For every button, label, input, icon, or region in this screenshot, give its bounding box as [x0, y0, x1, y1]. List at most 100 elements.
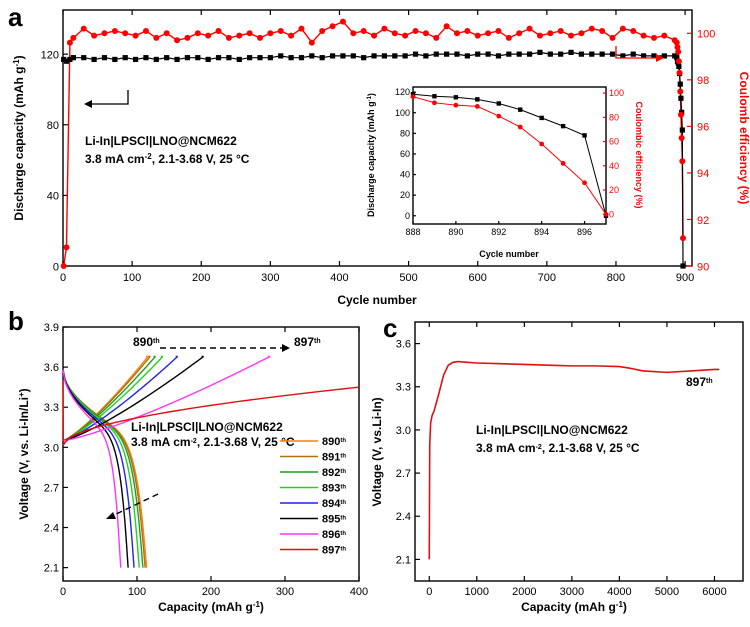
efficiency-point: [236, 32, 243, 39]
inset-efficiency-point: [410, 94, 416, 100]
efficiency-point: [91, 32, 98, 39]
capacity-point: [679, 127, 685, 133]
efficiency-point: [215, 27, 222, 34]
panel-a-y2-tick-label: 98: [697, 75, 709, 87]
efficiency-point: [225, 34, 232, 41]
efficiency-point: [298, 25, 305, 32]
efficiency-point: [675, 48, 682, 55]
panel-a-letter: a: [8, 2, 23, 32]
legend-label-893: 893th: [322, 483, 346, 495]
inset-x-axis: 888 890 892 894 896: [405, 221, 592, 237]
capacity-point: [641, 53, 647, 59]
panel-c-letter: c: [383, 313, 397, 343]
capacity-point: [329, 53, 336, 59]
capacity-point: [495, 53, 502, 59]
panel-b-start-cycle-label: 890th: [133, 335, 160, 349]
inset-efficiency-point: [539, 141, 545, 147]
capacity-point: [205, 56, 211, 63]
capacity-point: [350, 53, 356, 59]
panel-b-x-tick-label: 100: [128, 586, 146, 598]
charge-curve-895: [62, 355, 205, 442]
panel-c-y-tick-label: 3.6: [396, 339, 411, 351]
legend-label-895: 895th: [322, 514, 346, 526]
capacity-point: [122, 55, 128, 61]
inset-capacity-line: [412, 93, 607, 216]
capacity-point: [402, 53, 408, 59]
capacity-point: [677, 81, 683, 87]
capacity-point: [651, 53, 657, 59]
panel-a-y2-tick-label: 92: [697, 215, 709, 227]
panel-a-y2-tick-label: 94: [697, 168, 709, 180]
capacity-point: [236, 56, 242, 63]
panel-a-right-arrow: [615, 46, 664, 62]
efficiency-point: [557, 27, 564, 34]
panel-c-y-tick-label: 3.3: [396, 382, 411, 394]
inset-capacity-point: [496, 101, 501, 106]
efficiency-point: [153, 34, 160, 41]
capacity-point: [340, 53, 346, 59]
inset-efficiency-line: [412, 96, 607, 215]
capacity-point: [112, 56, 118, 63]
inset-x-tick-label: 892: [491, 227, 506, 237]
capacity-point: [485, 51, 491, 57]
efficiency-point: [142, 27, 149, 34]
inset-y2-tick-label: 80: [609, 112, 619, 122]
panel-c-annotation-line2: 3.8 mA cm-2, 2.1-3.68 V, 25 °C: [476, 441, 640, 455]
capacity-point: [609, 51, 616, 57]
panel-c-x-tick-label: 5000: [655, 586, 679, 598]
panel-c-x-axis-label: Capacity (mAh g-1): [521, 600, 627, 615]
inset-capacity-point: [432, 94, 437, 99]
capacity-point: [184, 55, 191, 61]
capacity-point: [464, 53, 470, 59]
efficiency-point: [256, 34, 263, 41]
panel-b-y-tick-label: 2.1: [44, 563, 59, 575]
efficiency-point: [339, 18, 346, 25]
panel-c-plot-area: [414, 321, 744, 582]
efficiency-point: [678, 135, 685, 141]
panel-b-y-tick-label: 3.6: [44, 362, 59, 374]
efficiency-point: [599, 27, 606, 34]
panel-b-x-tick-label: 200: [202, 586, 220, 598]
capacity-point: [547, 51, 553, 57]
efficiency-point: [402, 32, 409, 39]
panel-c-y-tick-label: 2.1: [396, 554, 411, 566]
panel-b-letter: b: [8, 306, 24, 336]
panel-b-x-tick-label: 400: [350, 586, 368, 598]
inset-efficiency-point: [560, 160, 566, 166]
panel-c-annotation-line1: Li-In|LPSCl|LNO@NCM622: [476, 423, 628, 437]
inset-x-tick-label: 896: [577, 227, 592, 237]
efficiency-point: [60, 263, 67, 269]
panel-c-x-tick-label: 2000: [512, 586, 536, 598]
panel-a-x-tick-label: 0: [60, 272, 66, 284]
efficiency-point: [308, 39, 315, 46]
inset-y-tick-label: 80: [400, 128, 410, 138]
panel-b-annotation-line2: 3.8 mA cm-2, 2.1-3.68 V, 25 °C: [131, 435, 295, 449]
efficiency-point: [588, 25, 595, 32]
panel-c-x-tick-label: 3000: [560, 586, 584, 598]
panel-b-y-tick-label: 3.0: [44, 442, 59, 454]
capacity-point: [392, 53, 398, 59]
discharge-curve-897: [62, 380, 66, 445]
capacity-point: [63, 58, 70, 64]
efficiency-point: [630, 27, 637, 34]
inset-x-axis-label: Cycle number: [479, 249, 539, 259]
inset-y2-tick-label: 40: [609, 161, 619, 171]
efficiency-point: [547, 30, 554, 37]
efficiency-point: [184, 34, 191, 41]
legend-label-892: 892th: [322, 467, 346, 479]
panel-a-y2-tick-label: 90: [697, 261, 709, 273]
panel-b-y-tick-label: 3.3: [44, 402, 59, 414]
panel-a-y-tick-label: 0: [53, 261, 59, 273]
panel-b-series: [62, 355, 360, 568]
panel-b-discharge-arrow: [106, 493, 159, 519]
efficiency-point: [70, 34, 77, 41]
panel-a-plot-area: [62, 9, 693, 267]
inset-y2-tick-label: 100: [609, 88, 624, 98]
efficiency-point: [288, 32, 295, 39]
legend-label-891: 891th: [322, 452, 346, 464]
efficiency-point: [350, 30, 357, 37]
capacity-point: [661, 53, 667, 59]
efficiency-point: [680, 235, 687, 242]
inset-y-tick-label: 100: [395, 108, 410, 118]
inset-efficiency-point: [603, 211, 609, 217]
